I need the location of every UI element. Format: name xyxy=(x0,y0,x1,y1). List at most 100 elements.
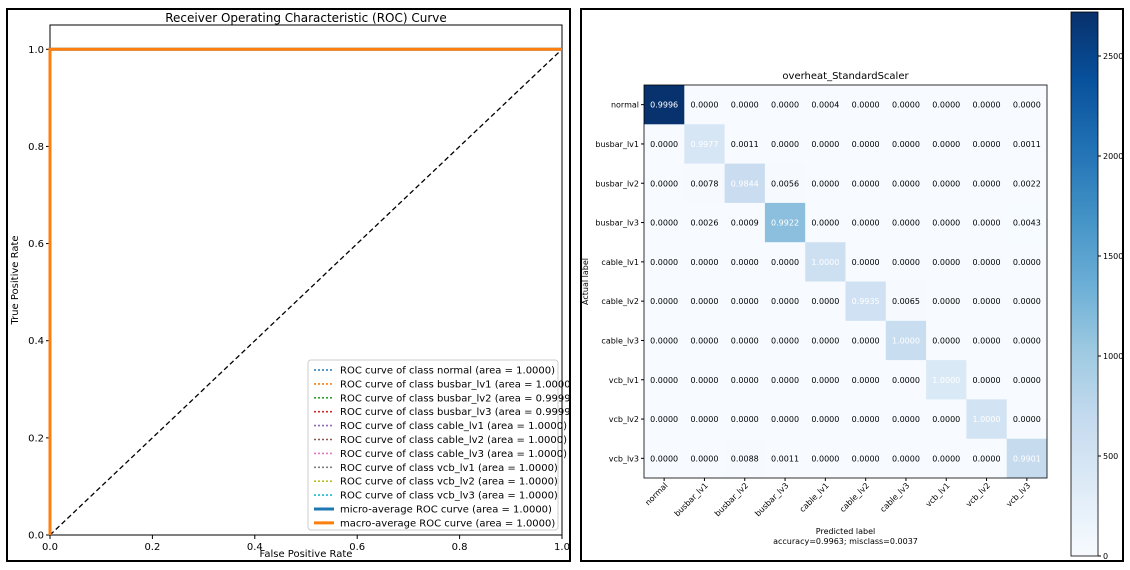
cm-cell-value: 0.0000 xyxy=(852,415,880,424)
cm-cell-value: 0.0000 xyxy=(852,219,880,228)
cm-cell xyxy=(1006,360,1048,400)
cm-cell-value: 0.0000 xyxy=(690,101,718,110)
cm-cell-value: 0.0000 xyxy=(852,336,880,345)
cm-colorbar-tick-label: 500 xyxy=(1103,452,1118,461)
cm-cell xyxy=(805,438,846,479)
roc-y-tick-label: 1.0 xyxy=(28,45,44,56)
cm-cell-value: 0.0000 xyxy=(650,415,678,424)
cm-cell xyxy=(764,438,806,479)
cm-cell xyxy=(724,163,766,204)
cm-frame xyxy=(643,84,1048,479)
cm-cell xyxy=(966,399,1007,439)
cm-cell-value: 0.9922 xyxy=(771,219,799,228)
roc-x-tick-label: 0.2 xyxy=(144,542,160,553)
cm-cell xyxy=(845,242,887,282)
cm-column-label: normal xyxy=(643,481,669,507)
roc-legend-box xyxy=(307,359,559,531)
roc-legend: ROC curve of class normal (area = 1.0000… xyxy=(307,359,569,531)
roc-legend-entry: macro-average ROC curve (area = 1.0000) xyxy=(340,518,555,529)
cm-cell xyxy=(724,399,766,439)
cm-cell-value: 0.0026 xyxy=(690,219,718,228)
cm-cell-value: 0.0000 xyxy=(771,101,799,110)
cm-cell xyxy=(926,281,967,322)
cm-cell-value: 0.0000 xyxy=(731,297,759,306)
cm-cell xyxy=(966,202,1007,243)
cm-cell xyxy=(684,163,725,204)
roc-legend-entry: ROC curve of class vcb_lv1 (area = 1.000… xyxy=(340,463,558,474)
cm-cell xyxy=(926,320,967,361)
cm-cell xyxy=(805,360,846,400)
cm-cell-value: 0.0000 xyxy=(650,336,678,345)
cm-column-label: busbar_lv2 xyxy=(713,481,750,518)
roc-x-axis-label: False Positive Rate xyxy=(260,549,353,560)
cm-cell xyxy=(966,438,1007,479)
cm-cell xyxy=(724,438,766,479)
roc-legend-entry: ROC curve of class cable_lv2 (area = 1.0… xyxy=(340,435,567,446)
cm-cell xyxy=(926,202,967,243)
cm-cell-value: 0.0000 xyxy=(731,101,759,110)
cm-cell xyxy=(764,163,806,204)
cm-cell-value: 0.0000 xyxy=(690,297,718,306)
cm-cell xyxy=(966,242,1007,282)
roc-legend-entry: ROC curve of class busbar_lv3 (area = 0.… xyxy=(340,407,569,418)
cm-cell xyxy=(926,438,967,479)
cm-cell-value: 0.0000 xyxy=(650,454,678,463)
cm-x-axis-label: Predicted label xyxy=(816,527,875,536)
cm-column-label: cable_lv1 xyxy=(798,481,831,514)
cm-cell xyxy=(644,85,685,125)
cm-cell xyxy=(805,163,846,204)
roc-chance-line xyxy=(49,48,563,536)
cm-cell-value: 0.0000 xyxy=(892,140,920,149)
cm-cell xyxy=(724,281,766,322)
cm-cell-value: 0.0011 xyxy=(771,454,799,463)
cm-cell-value: 0.0000 xyxy=(852,376,880,385)
cm-cell-value: 0.0000 xyxy=(932,297,960,306)
cm-cell-value: 0.0000 xyxy=(932,454,960,463)
cm-cell xyxy=(966,163,1007,204)
cm-cell xyxy=(764,124,806,164)
roc-legend-entry: ROC curve of class cable_lv3 (area = 1.0… xyxy=(340,449,567,460)
cm-cell xyxy=(764,399,806,439)
cm-cell xyxy=(724,85,766,125)
cm-cell-value: 0.0000 xyxy=(1013,258,1041,267)
cm-cell-value: 0.0000 xyxy=(731,376,759,385)
cm-cell xyxy=(966,281,1007,322)
cm-cell-value: 0.9977 xyxy=(690,140,718,149)
cm-cell-value: 0.0000 xyxy=(932,179,960,188)
cm-cell xyxy=(805,85,846,125)
roc-chart-panel: Receiver Operating Characteristic (ROC) … xyxy=(6,8,571,562)
cm-row-label: cable_lv1 xyxy=(601,258,639,267)
cm-cell xyxy=(764,281,806,322)
cm-cell xyxy=(724,124,766,164)
cm-cell-value: 0.0000 xyxy=(892,101,920,110)
cm-cell xyxy=(885,85,927,125)
roc-x-tick-label: 1.0 xyxy=(554,542,569,553)
cm-cell xyxy=(684,320,725,361)
cm-y-axis-label: Actual label xyxy=(582,258,590,305)
cm-cell-value: 0.0000 xyxy=(973,140,1001,149)
cm-cell xyxy=(724,202,766,243)
roc-x-tick-label: 0.0 xyxy=(42,542,58,553)
cm-cell-value: 0.0000 xyxy=(690,376,718,385)
cm-cell xyxy=(1006,320,1048,361)
cm-cell xyxy=(724,360,766,400)
cm-cell xyxy=(1006,202,1048,243)
cm-cell-value: 0.0000 xyxy=(852,140,880,149)
cm-cell-value: 0.0000 xyxy=(690,258,718,267)
cm-cell-value: 0.0000 xyxy=(973,336,1001,345)
cm-title: overheat_StandardScaler xyxy=(782,71,909,82)
cm-cell-value: 0.0011 xyxy=(731,140,759,149)
cm-cell-value: 0.0000 xyxy=(731,415,759,424)
cm-cell-value: 0.0000 xyxy=(852,179,880,188)
cm-colorbar-tick-label: 1000 xyxy=(1103,352,1122,361)
cm-cell-value: 0.0000 xyxy=(771,336,799,345)
cm-row-label: busbar_lv1 xyxy=(595,140,639,149)
cm-cell xyxy=(966,124,1007,164)
cm-row-label: cable_lv3 xyxy=(601,336,639,345)
cm-cell xyxy=(1006,281,1048,322)
roc-y-tick-label: 0.6 xyxy=(28,239,44,250)
cm-cell xyxy=(684,360,725,400)
cm-cell xyxy=(885,242,927,282)
cm-cell xyxy=(724,242,766,282)
cm-row-label: vcb_lv3 xyxy=(609,454,639,463)
